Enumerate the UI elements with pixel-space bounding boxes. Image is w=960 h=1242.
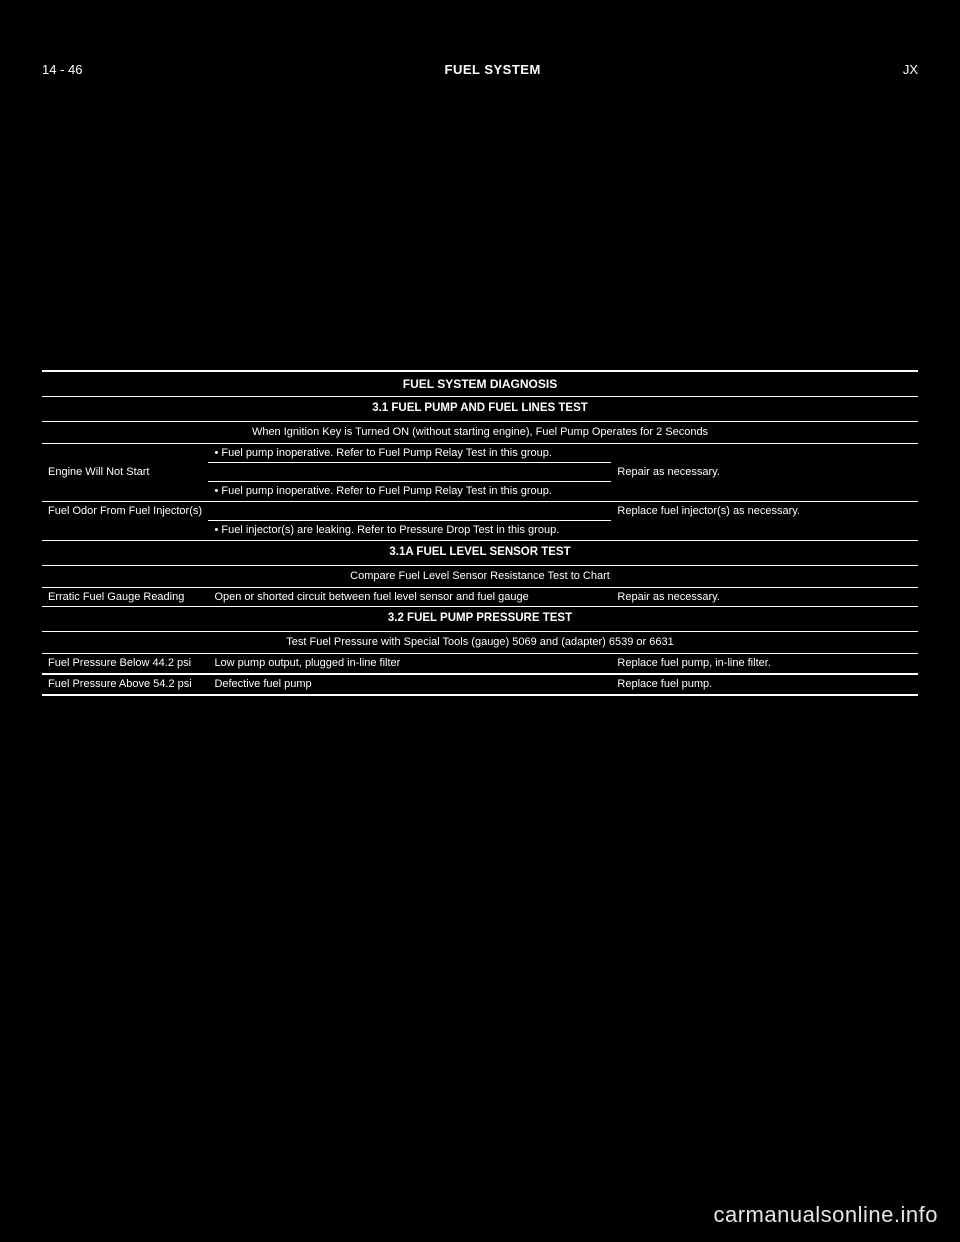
cause-cell: Open or shorted circuit between fuel lev… xyxy=(208,587,611,607)
table-row: Fuel Odor From Fuel Injector(s) Replace … xyxy=(42,502,918,521)
cause-cell: Low pump output, plugged in-line filter xyxy=(208,653,611,673)
correction-cell: Replace fuel pump, in-line filter. xyxy=(611,653,918,673)
cause-cell: • Fuel pump inoperative. Refer to Fuel P… xyxy=(208,482,611,502)
correction-cell xyxy=(611,443,918,463)
table-row: Fuel Pressure Above 54.2 psi Defective f… xyxy=(42,674,918,695)
condition-cell xyxy=(42,482,208,502)
correction-cell xyxy=(611,482,918,502)
cause-text: Fuel pump inoperative. Refer to Fuel Pum… xyxy=(221,485,552,497)
condition-cell xyxy=(42,443,208,463)
page: FUEL SYSTEM DIAGNOSIS 3.1 FUEL PUMP AND … xyxy=(0,0,960,716)
footer-title: FUEL SYSTEM xyxy=(445,62,541,77)
correction-cell: Replace fuel pump. xyxy=(611,674,918,695)
footer-code: JX xyxy=(903,62,918,77)
section-31-title: 3.1 FUEL PUMP AND FUEL LINES TEST xyxy=(42,397,918,422)
condition-cell: Fuel Pressure Below 44.2 psi xyxy=(42,653,208,673)
cause-cell: Defective fuel pump xyxy=(208,674,611,695)
section-31a-sub: Compare Fuel Level Sensor Resistance Tes… xyxy=(42,565,918,587)
watermark-text: carmanualsonline.info xyxy=(713,1202,938,1228)
cause-text: Fuel injector(s) are leaking. Refer to P… xyxy=(221,524,559,536)
table-row: Erratic Fuel Gauge Reading Open or short… xyxy=(42,587,918,607)
table-row: • Fuel injector(s) are leaking. Refer to… xyxy=(42,521,918,541)
correction-cell: Repair as necessary. xyxy=(611,587,918,607)
condition-cell: Engine Will Not Start xyxy=(42,463,208,482)
table-header: FUEL SYSTEM DIAGNOSIS xyxy=(42,371,918,397)
correction-cell xyxy=(611,521,918,541)
cause-cell: • Fuel pump inoperative. Refer to Fuel P… xyxy=(208,443,611,463)
cause-cell xyxy=(208,502,611,521)
correction-cell: Repair as necessary. xyxy=(611,463,918,482)
condition-cell: Fuel Odor From Fuel Injector(s) xyxy=(42,502,208,521)
table-row: Fuel Pressure Below 44.2 psi Low pump ou… xyxy=(42,653,918,673)
table-row: • Fuel pump inoperative. Refer to Fuel P… xyxy=(42,482,918,502)
section-32-title: 3.2 FUEL PUMP PRESSURE TEST xyxy=(42,607,918,632)
cause-cell xyxy=(208,463,611,482)
condition-cell: Erratic Fuel Gauge Reading xyxy=(42,587,208,607)
section-32-sub: Test Fuel Pressure with Special Tools (g… xyxy=(42,631,918,653)
table-row: • Fuel pump inoperative. Refer to Fuel P… xyxy=(42,443,918,463)
page-footer: 14 - 46 FUEL SYSTEM JX xyxy=(42,62,918,77)
condition-cell xyxy=(42,521,208,541)
cause-text: Fuel pump inoperative. Refer to Fuel Pum… xyxy=(221,447,552,459)
cause-cell: • Fuel injector(s) are leaking. Refer to… xyxy=(208,521,611,541)
condition-cell: Fuel Pressure Above 54.2 psi xyxy=(42,674,208,695)
correction-cell: Replace fuel injector(s) as necessary. xyxy=(611,502,918,521)
section-31-sub: When Ignition Key is Turned ON (without … xyxy=(42,421,918,443)
page-number: 14 - 46 xyxy=(42,62,82,77)
section-31a-title: 3.1A FUEL LEVEL SENSOR TEST xyxy=(42,541,918,566)
fuel-diagnosis-table: FUEL SYSTEM DIAGNOSIS 3.1 FUEL PUMP AND … xyxy=(42,370,918,696)
table-row: Engine Will Not Start Repair as necessar… xyxy=(42,463,918,482)
